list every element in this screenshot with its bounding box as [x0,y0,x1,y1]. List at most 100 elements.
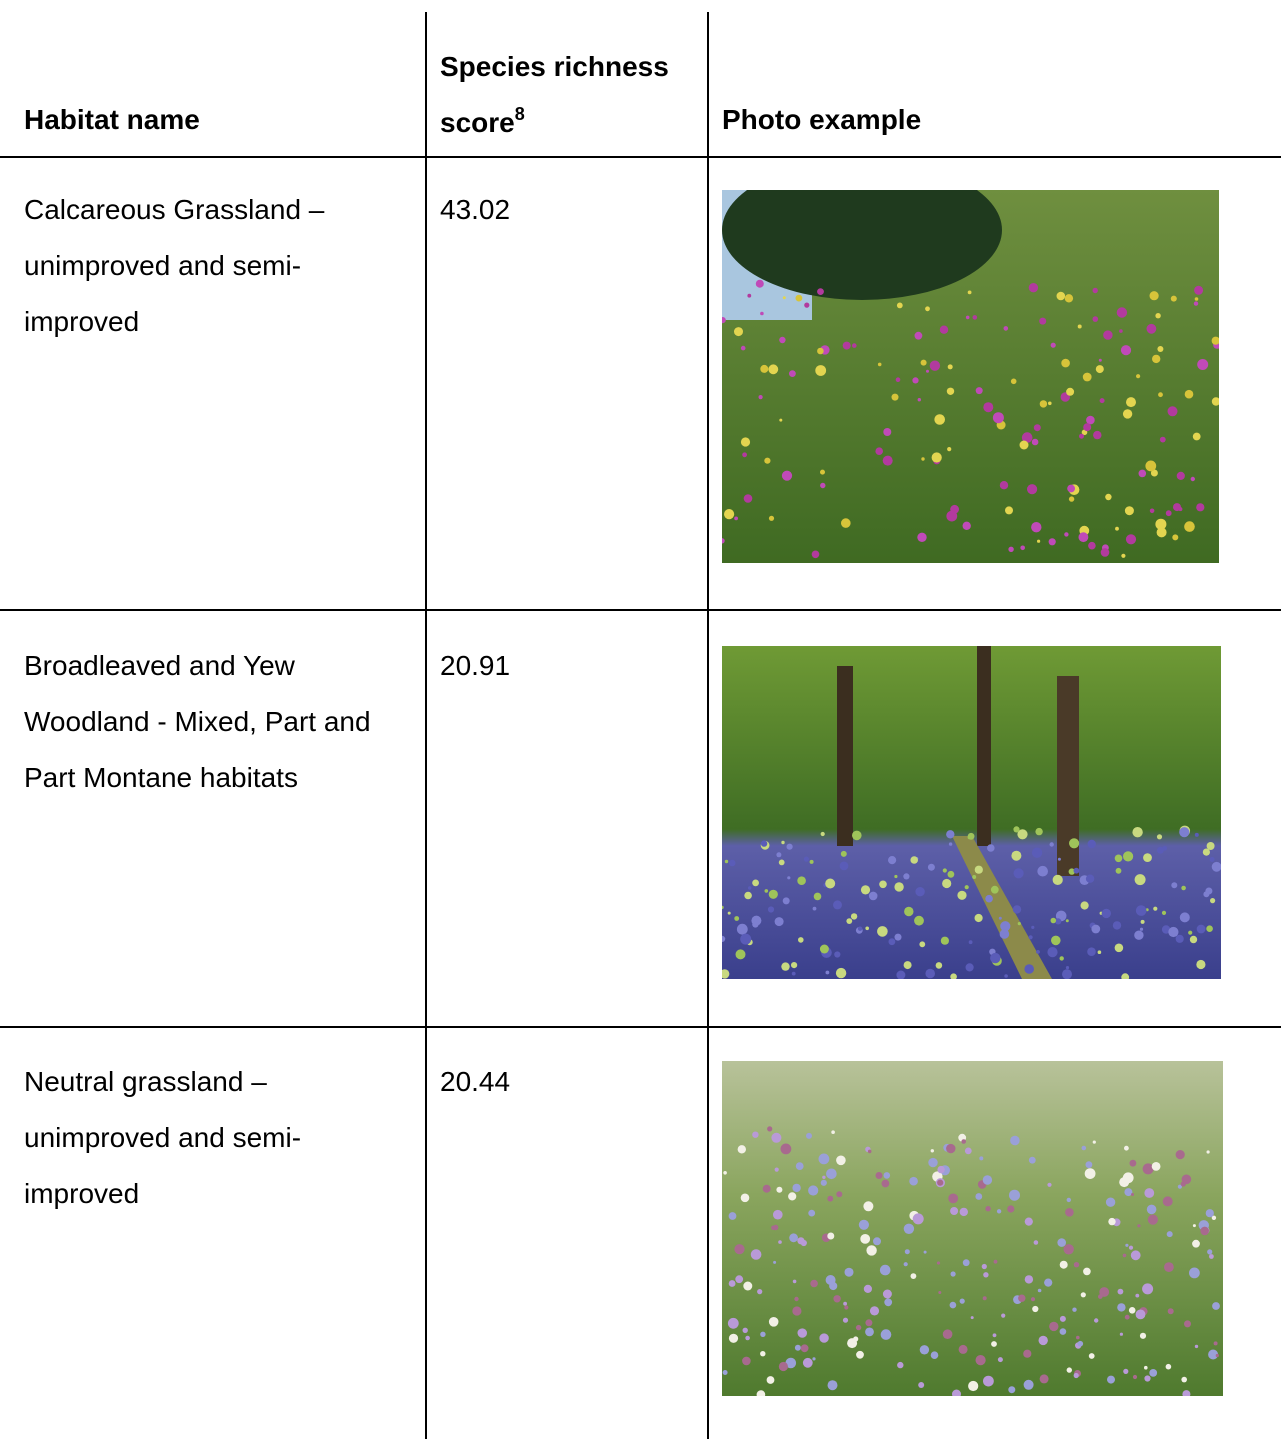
flower [1197,359,1209,370]
flower [822,1175,826,1179]
flower [827,1232,835,1240]
flower [722,538,725,544]
flower [1194,297,1199,301]
flower [751,915,762,926]
flower [839,861,849,871]
flower [999,929,1010,939]
flower [1032,1305,1039,1313]
flower [1020,545,1025,551]
flower [983,402,994,413]
flower [1123,1368,1129,1374]
flower [965,315,970,320]
photo-bg [722,646,1221,979]
flower [1175,1150,1185,1160]
flower [1196,924,1206,934]
flower [1146,323,1157,334]
flower [894,933,902,941]
flower [780,1143,792,1155]
flower [1084,1168,1096,1179]
flower [762,1184,771,1193]
flower [1194,1344,1199,1349]
flower [1055,918,1062,925]
flower [1024,1275,1034,1284]
flower [1166,1231,1173,1238]
flower [1123,851,1134,862]
photo [722,1061,1223,1396]
flower [998,916,1002,920]
flower [1114,943,1124,953]
flower [728,1212,737,1220]
flower [727,911,731,915]
flower [1087,839,1096,849]
flower [736,923,748,935]
flower [820,482,826,489]
flower [740,933,752,945]
flower [992,1333,997,1338]
flower [1134,930,1144,940]
flower [722,1370,728,1375]
flower [847,1338,858,1349]
flower [1122,409,1133,419]
flower [740,1193,750,1203]
flower [798,937,804,943]
flower [1059,1260,1068,1269]
flower [804,302,810,308]
flower [1051,935,1061,946]
flower [925,306,930,312]
flower [950,973,957,979]
flower [1028,283,1039,293]
flower [1124,1188,1133,1197]
flower [923,1250,927,1254]
flower [727,1317,739,1329]
flower [1093,430,1102,440]
flower [1009,1189,1020,1201]
flower [1005,506,1013,515]
flower [843,1301,847,1306]
flower [1164,1262,1174,1272]
flower [1073,1372,1079,1379]
flower [1098,358,1102,362]
flower [903,873,910,880]
flower [794,1344,801,1351]
flower [1105,493,1112,501]
flower [947,870,955,878]
flower [936,1261,941,1265]
flower [904,1249,910,1255]
flower [764,457,771,464]
flower [1209,857,1215,862]
flower [957,890,967,900]
flower [808,1185,819,1196]
flower [991,1341,997,1347]
flower [970,1316,974,1320]
flower [1039,1374,1049,1384]
flower [1190,476,1195,482]
flower [773,1260,777,1264]
flower [1099,1287,1110,1297]
flower [1136,374,1141,379]
flower [1142,1163,1154,1175]
habitat-name: Broadleaved and Yew Woodland - Mixed, Pa… [24,650,371,793]
flower [722,317,726,324]
flower [1037,1288,1042,1293]
flower [776,852,782,858]
flower [950,1271,956,1277]
score: 43.02 [440,194,511,225]
flower [778,859,785,866]
flower [1207,1249,1213,1255]
flower [975,1355,986,1366]
flower [788,1192,797,1201]
flower [747,293,752,298]
flower [946,387,955,395]
flower [1153,906,1158,911]
flower [1156,834,1163,840]
flower [1184,1320,1191,1328]
flower [1105,1197,1116,1207]
flower [820,831,825,837]
flower [1023,1379,1034,1390]
flower [767,1126,773,1132]
flower [903,1262,908,1267]
flower [1167,1308,1174,1315]
flower [992,412,1004,424]
flower [794,1296,799,1302]
flower [1177,1184,1182,1189]
